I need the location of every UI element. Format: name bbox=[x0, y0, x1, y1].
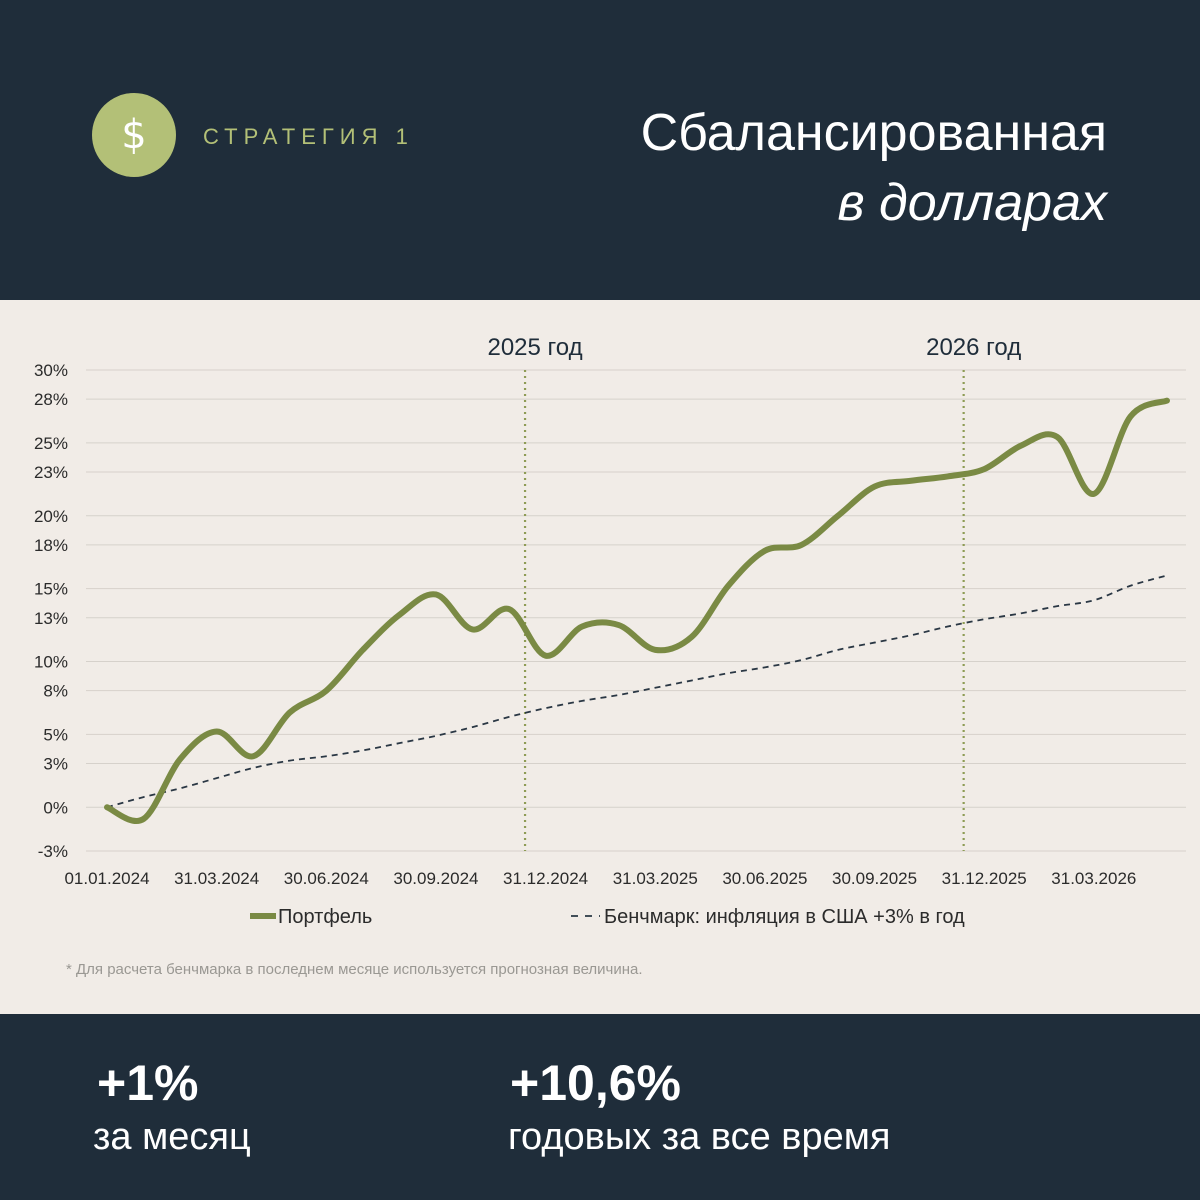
x-tick-label: 30.09.2024 bbox=[393, 869, 478, 888]
stat-annual-label: годовых за все время bbox=[508, 1116, 891, 1158]
x-tick-label: 01.01.2024 bbox=[64, 869, 149, 888]
title-line-1: Сбалансированная bbox=[640, 104, 1107, 162]
footer-stats: +1% за месяц +10,6% годовых за все время bbox=[0, 1014, 1200, 1200]
year-marker-label: 2025 год bbox=[487, 334, 582, 361]
y-tick-label: 23% bbox=[34, 463, 68, 482]
y-tick-label: 15% bbox=[34, 580, 68, 599]
dollar-icon: $ bbox=[92, 93, 176, 177]
y-tick-label: -3% bbox=[38, 842, 68, 861]
x-tick-label: 31.03.2025 bbox=[613, 869, 698, 888]
x-tick-label: 31.12.2024 bbox=[503, 869, 588, 888]
portfolio-line bbox=[104, 397, 1170, 824]
y-tick-label: 8% bbox=[43, 682, 68, 701]
y-tick-label: 10% bbox=[34, 653, 68, 672]
stat-month-label: за месяц bbox=[93, 1116, 251, 1158]
y-tick-label: 28% bbox=[34, 390, 68, 409]
y-tick-label: 25% bbox=[34, 434, 68, 453]
y-tick-label: 3% bbox=[43, 755, 68, 774]
chart-panel: -3% 0% 3% 5% 8% 10% 13% 15% 18% 20% 23% 25% 28% 30% 01… bbox=[0, 300, 1200, 1014]
chart-footnote: * Для расчета бенчмарка в последнем меся… bbox=[66, 961, 643, 978]
x-tick-label: 30.06.2024 bbox=[284, 869, 369, 888]
y-tick-label: 13% bbox=[34, 609, 68, 628]
title-line-2: в долларах bbox=[837, 174, 1107, 232]
dollar-glyph: $ bbox=[121, 112, 147, 158]
x-tick-label: 30.06.2025 bbox=[722, 869, 807, 888]
y-tick-label: 18% bbox=[34, 536, 68, 555]
x-tick-label: 31.03.2024 bbox=[174, 869, 259, 888]
y-tick-label: 30% bbox=[34, 361, 68, 380]
x-tick-label: 30.09.2025 bbox=[832, 869, 917, 888]
stat-annual-value: +10,6% bbox=[510, 1055, 681, 1111]
line-chart: -3% 0% 3% 5% 8% 10% 13% 15% 18% 20% 23% 25% 28% 30% 01… bbox=[34, 334, 1186, 978]
legend-benchmark-label: Бенчмарк: инфляция в США +3% в год bbox=[604, 906, 965, 928]
strategy-label: СТРАТЕГИЯ 1 bbox=[203, 124, 414, 149]
y-tick-label: 0% bbox=[43, 798, 68, 817]
header: $ СТРАТЕГИЯ 1 Сбалансированная в доллара… bbox=[0, 0, 1200, 300]
benchmark-line bbox=[106, 574, 1168, 809]
y-tick-label: 5% bbox=[43, 725, 68, 744]
year-marker-label: 2026 год bbox=[926, 334, 1021, 361]
x-tick-label: 31.12.2025 bbox=[942, 869, 1027, 888]
y-tick-label: 20% bbox=[34, 507, 68, 526]
stat-month-value: +1% bbox=[97, 1055, 199, 1111]
x-tick-label: 31.03.2026 bbox=[1051, 869, 1136, 888]
legend-portfolio-label: Портфель bbox=[278, 906, 372, 928]
